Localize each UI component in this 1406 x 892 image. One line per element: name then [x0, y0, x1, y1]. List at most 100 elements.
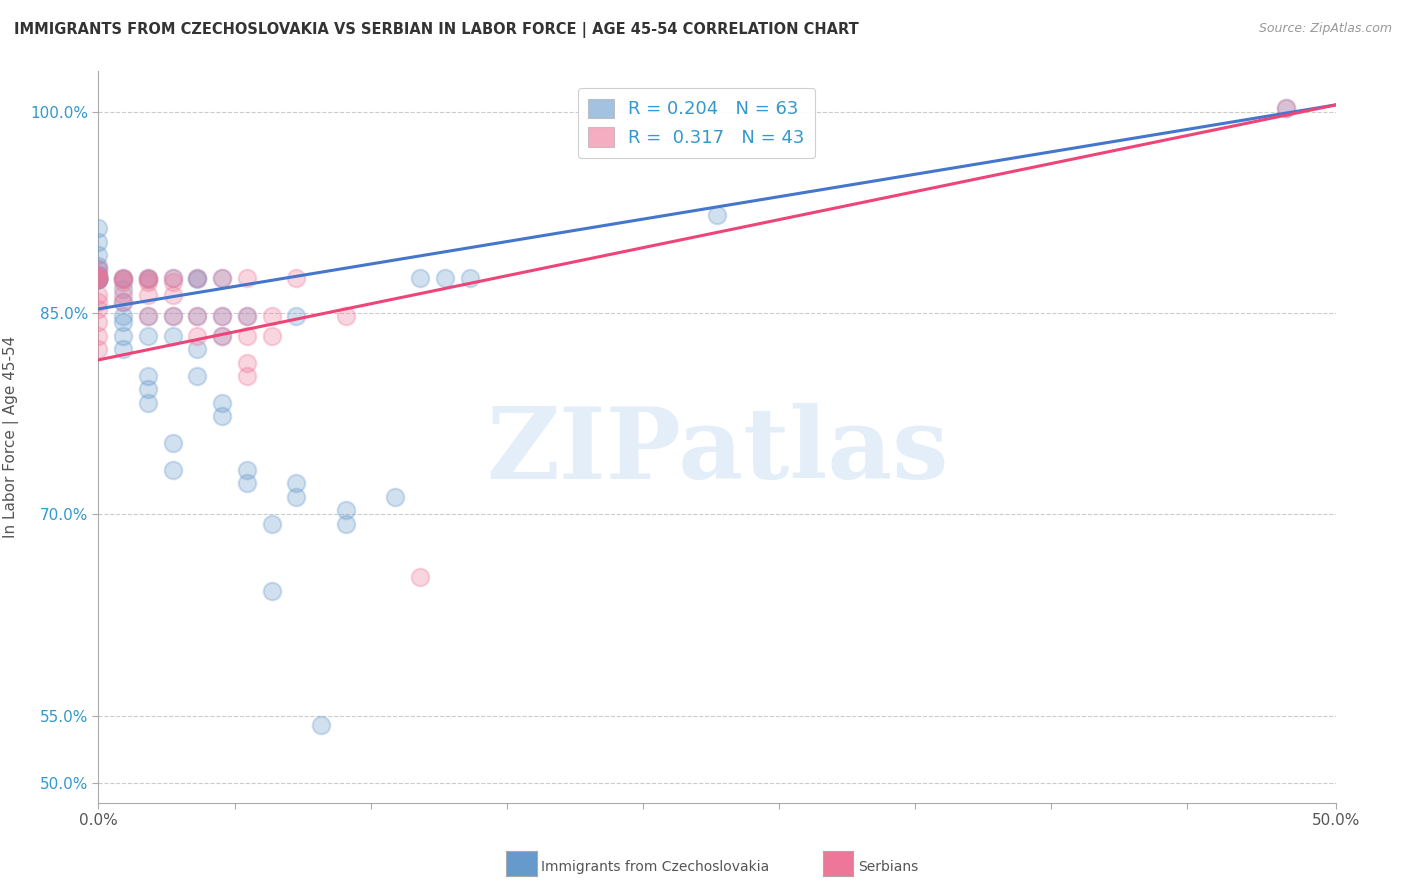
Point [186, 271, 208, 285]
Point [136, 328, 159, 343]
Point [112, 272, 135, 286]
Point [136, 271, 159, 285]
Point [136, 275, 159, 289]
Point [236, 476, 259, 491]
Point [335, 503, 357, 517]
Point [186, 271, 208, 285]
Point [236, 328, 259, 343]
Point [87, 295, 110, 310]
Point [211, 271, 233, 285]
Point [87, 259, 110, 273]
Point [112, 271, 135, 285]
Point [87, 328, 110, 343]
Text: IMMIGRANTS FROM CZECHOSLOVAKIA VS SERBIAN IN LABOR FORCE | AGE 45-54 CORRELATION: IMMIGRANTS FROM CZECHOSLOVAKIA VS SERBIA… [14, 22, 859, 38]
Point [162, 271, 184, 285]
Point [211, 328, 233, 343]
Point [136, 272, 159, 286]
Point [87, 271, 110, 285]
Point [112, 282, 135, 296]
Point [409, 271, 432, 285]
Point [335, 309, 357, 323]
Point [285, 490, 308, 504]
Point [285, 271, 308, 285]
Point [87, 288, 110, 302]
Point [162, 436, 184, 450]
Point [87, 235, 110, 249]
Point [87, 248, 110, 262]
Point [136, 272, 159, 286]
Point [260, 516, 283, 531]
Point [136, 288, 159, 302]
Point [186, 342, 208, 356]
Point [87, 271, 110, 285]
Point [87, 261, 110, 276]
Y-axis label: In Labor Force | Age 45-54: In Labor Force | Age 45-54 [3, 336, 18, 538]
Point [87, 272, 110, 286]
Point [112, 309, 135, 323]
Point [186, 369, 208, 384]
Point [87, 268, 110, 283]
Point [211, 271, 233, 285]
Point [458, 271, 481, 285]
Point [335, 516, 357, 531]
Point [1275, 101, 1298, 115]
Text: Serbians: Serbians [858, 860, 918, 874]
Point [236, 271, 259, 285]
Point [136, 309, 159, 323]
Point [236, 309, 259, 323]
Point [87, 272, 110, 286]
Point [260, 309, 283, 323]
Point [433, 271, 456, 285]
Point [112, 295, 135, 310]
Point [136, 309, 159, 323]
Point [211, 396, 233, 410]
Point [87, 272, 110, 286]
Point [162, 309, 184, 323]
Point [186, 272, 208, 286]
Point [236, 355, 259, 369]
Point [87, 342, 110, 356]
Point [87, 315, 110, 329]
Point [112, 315, 135, 329]
Point [236, 309, 259, 323]
Point [87, 272, 110, 286]
Point [260, 583, 283, 598]
Point [112, 328, 135, 343]
Point [162, 328, 184, 343]
Point [211, 328, 233, 343]
Point [211, 309, 233, 323]
Text: ZIPatlas: ZIPatlas [486, 403, 948, 500]
Point [87, 271, 110, 285]
Point [112, 342, 135, 356]
Point [87, 268, 110, 283]
Point [1275, 101, 1298, 115]
Point [136, 383, 159, 397]
Point [87, 272, 110, 286]
Point [186, 309, 208, 323]
Point [285, 476, 308, 491]
Point [236, 369, 259, 384]
Point [285, 309, 308, 323]
Point [87, 261, 110, 276]
Point [136, 271, 159, 285]
Point [706, 208, 728, 222]
Point [186, 309, 208, 323]
Point [112, 295, 135, 310]
Text: Source: ZipAtlas.com: Source: ZipAtlas.com [1258, 22, 1392, 36]
Point [87, 301, 110, 316]
Point [186, 328, 208, 343]
Point [309, 718, 332, 732]
Point [260, 328, 283, 343]
Point [162, 288, 184, 302]
Point [87, 268, 110, 283]
Point [87, 272, 110, 286]
Point [87, 271, 110, 285]
Point [162, 275, 184, 289]
Point [236, 463, 259, 477]
Point [87, 272, 110, 286]
Point [112, 272, 135, 286]
Point [87, 221, 110, 235]
Point [87, 272, 110, 286]
Point [112, 275, 135, 289]
Point [211, 309, 233, 323]
